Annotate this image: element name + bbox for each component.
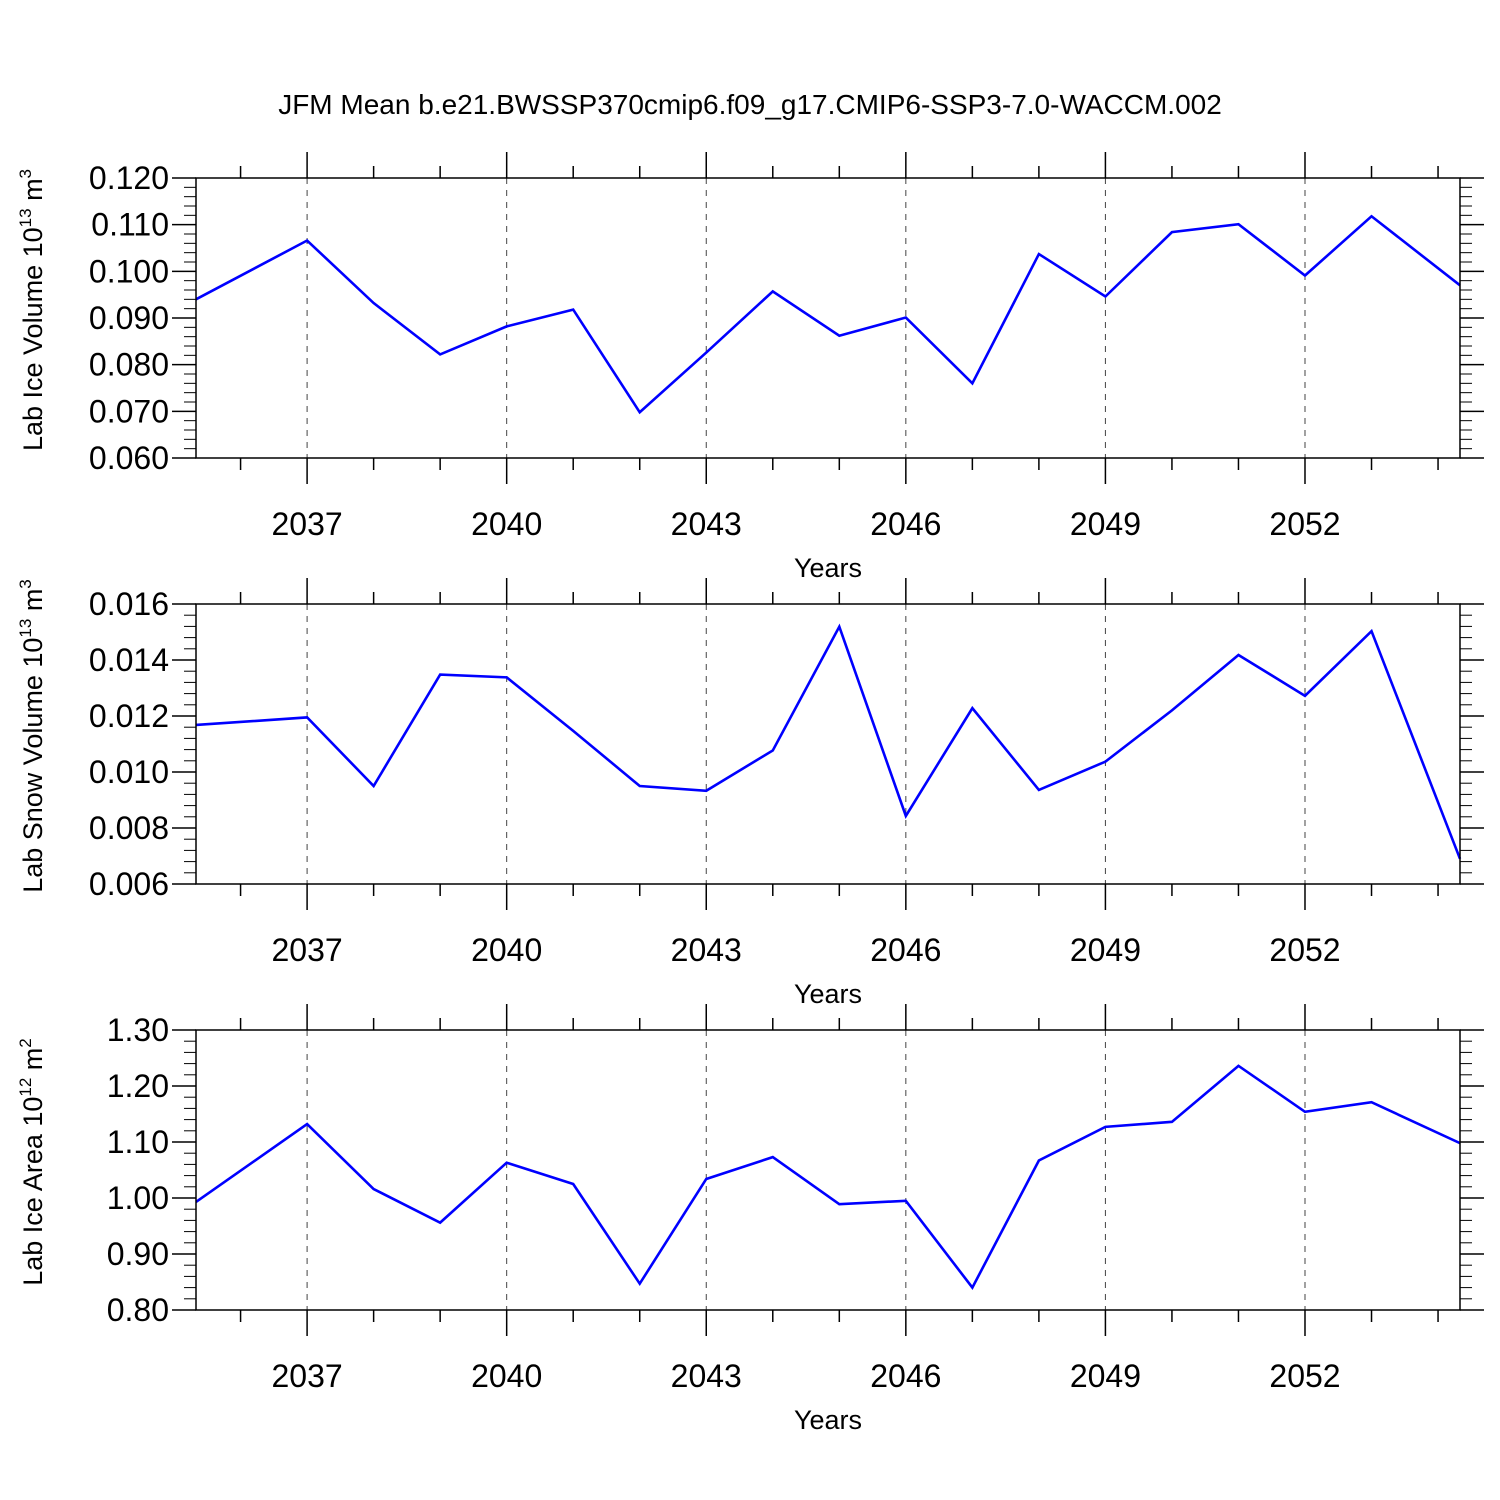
series-line	[195, 214, 1461, 415]
y-axis-label-text: m	[18, 589, 48, 619]
y-tick-label: 0.090	[89, 300, 169, 336]
x-tick-label: 2049	[1070, 506, 1141, 542]
x-tick-label: 2043	[671, 506, 742, 542]
y-tick-label: 0.110	[91, 207, 169, 243]
figure-title: JFM Mean b.e21.BWSSP370cmip6.f09_g17.CMI…	[278, 89, 1222, 120]
x-axis-label: Years	[794, 553, 862, 583]
y-axis-label-text: Lab Snow Volume 10	[18, 638, 48, 893]
y-tick-label: 0.120	[89, 160, 169, 196]
series-line	[195, 1064, 1461, 1291]
y-axis-label: Lab Ice Volume 1013 m3	[16, 169, 48, 451]
y-axis-label-superscript: 2	[16, 1038, 35, 1047]
y-axis-label-text: m	[18, 1048, 48, 1078]
y-axis-label: Lab Ice Area 1012 m2	[16, 1038, 48, 1286]
y-axis-label-text: Lab Ice Area 10	[18, 1097, 48, 1286]
x-tick-label: 2052	[1269, 1358, 1340, 1394]
chart-panel-1: 0.060 0.070 0.080 0.090 0.100 0.110 0.120 2037 2…	[16, 152, 1484, 583]
x-tick-label: 2052	[1269, 932, 1340, 968]
y-tick-label: 1.00	[107, 1180, 169, 1216]
x-tick-label: 2037	[272, 1358, 343, 1394]
x-tick-label: 2046	[870, 1358, 941, 1394]
x-tick-label: 2052	[1269, 506, 1340, 542]
y-tick-label: 0.012	[89, 698, 169, 734]
y-tick-label: 0.010	[89, 754, 169, 790]
plot-frame	[195, 1029, 1461, 1311]
y-tick-label: 1.30	[107, 1012, 169, 1048]
y-tick-label: 0.016	[89, 586, 169, 622]
panels: 0.060 0.070 0.080 0.090 0.100 0.110 0.120 2037 2…	[16, 152, 1484, 1435]
x-tick-label: 2040	[471, 1358, 542, 1394]
y-tick-label: 0.060	[89, 440, 169, 476]
x-tick-label: 2049	[1070, 1358, 1141, 1394]
x-axis-label: Years	[794, 1405, 862, 1435]
x-tick-label: 2046	[870, 932, 941, 968]
y-axis-label-superscript: 12	[16, 1078, 35, 1097]
y-axis-label-superscript: 13	[16, 208, 35, 227]
y-tick-label: 0.080	[89, 347, 169, 383]
y-tick-label: 1.20	[107, 1068, 169, 1104]
y-tick-label: 0.80	[107, 1292, 169, 1328]
chart-panel-3: 0.80 0.90 1.00 1.10 1.20 1.30 2037 2040 2043 2046…	[16, 1004, 1484, 1435]
y-tick-label: 0.070	[89, 393, 169, 429]
y-axis-label: Lab Snow Volume 1013 m3	[16, 579, 48, 893]
x-tick-label: 2037	[272, 932, 343, 968]
x-tick-label: 2037	[272, 506, 343, 542]
series-line	[195, 623, 1462, 860]
x-tick-label: 2040	[471, 506, 542, 542]
y-tick-label: 0.008	[89, 810, 169, 846]
chart-panel-2: 0.006 0.008 0.010 0.012 0.014 0.016 2037 2040 20…	[16, 578, 1484, 1009]
y-axis-label-text: m	[18, 178, 48, 208]
y-axis-label-superscript: 3	[16, 579, 35, 588]
y-axis-label-superscript: 13	[16, 619, 35, 638]
x-tick-label: 2043	[671, 1358, 742, 1394]
x-tick-label: 2049	[1070, 932, 1141, 968]
y-tick-label: 0.90	[107, 1236, 169, 1272]
x-axis-label: Years	[794, 979, 862, 1009]
x-tick-label: 2046	[870, 506, 941, 542]
y-tick-label: 0.014	[89, 642, 169, 678]
x-tick-label: 2040	[471, 932, 542, 968]
y-tick-label: 0.006	[89, 866, 169, 902]
plot-frame	[195, 603, 1461, 885]
y-tick-label: 1.10	[107, 1124, 169, 1160]
y-axis-label-superscript: 3	[16, 169, 35, 178]
x-tick-label: 2043	[671, 932, 742, 968]
y-tick-label: 0.100	[89, 253, 169, 289]
plot-frame	[195, 177, 1461, 459]
y-axis-label-text: Lab Ice Volume 10	[18, 227, 48, 451]
